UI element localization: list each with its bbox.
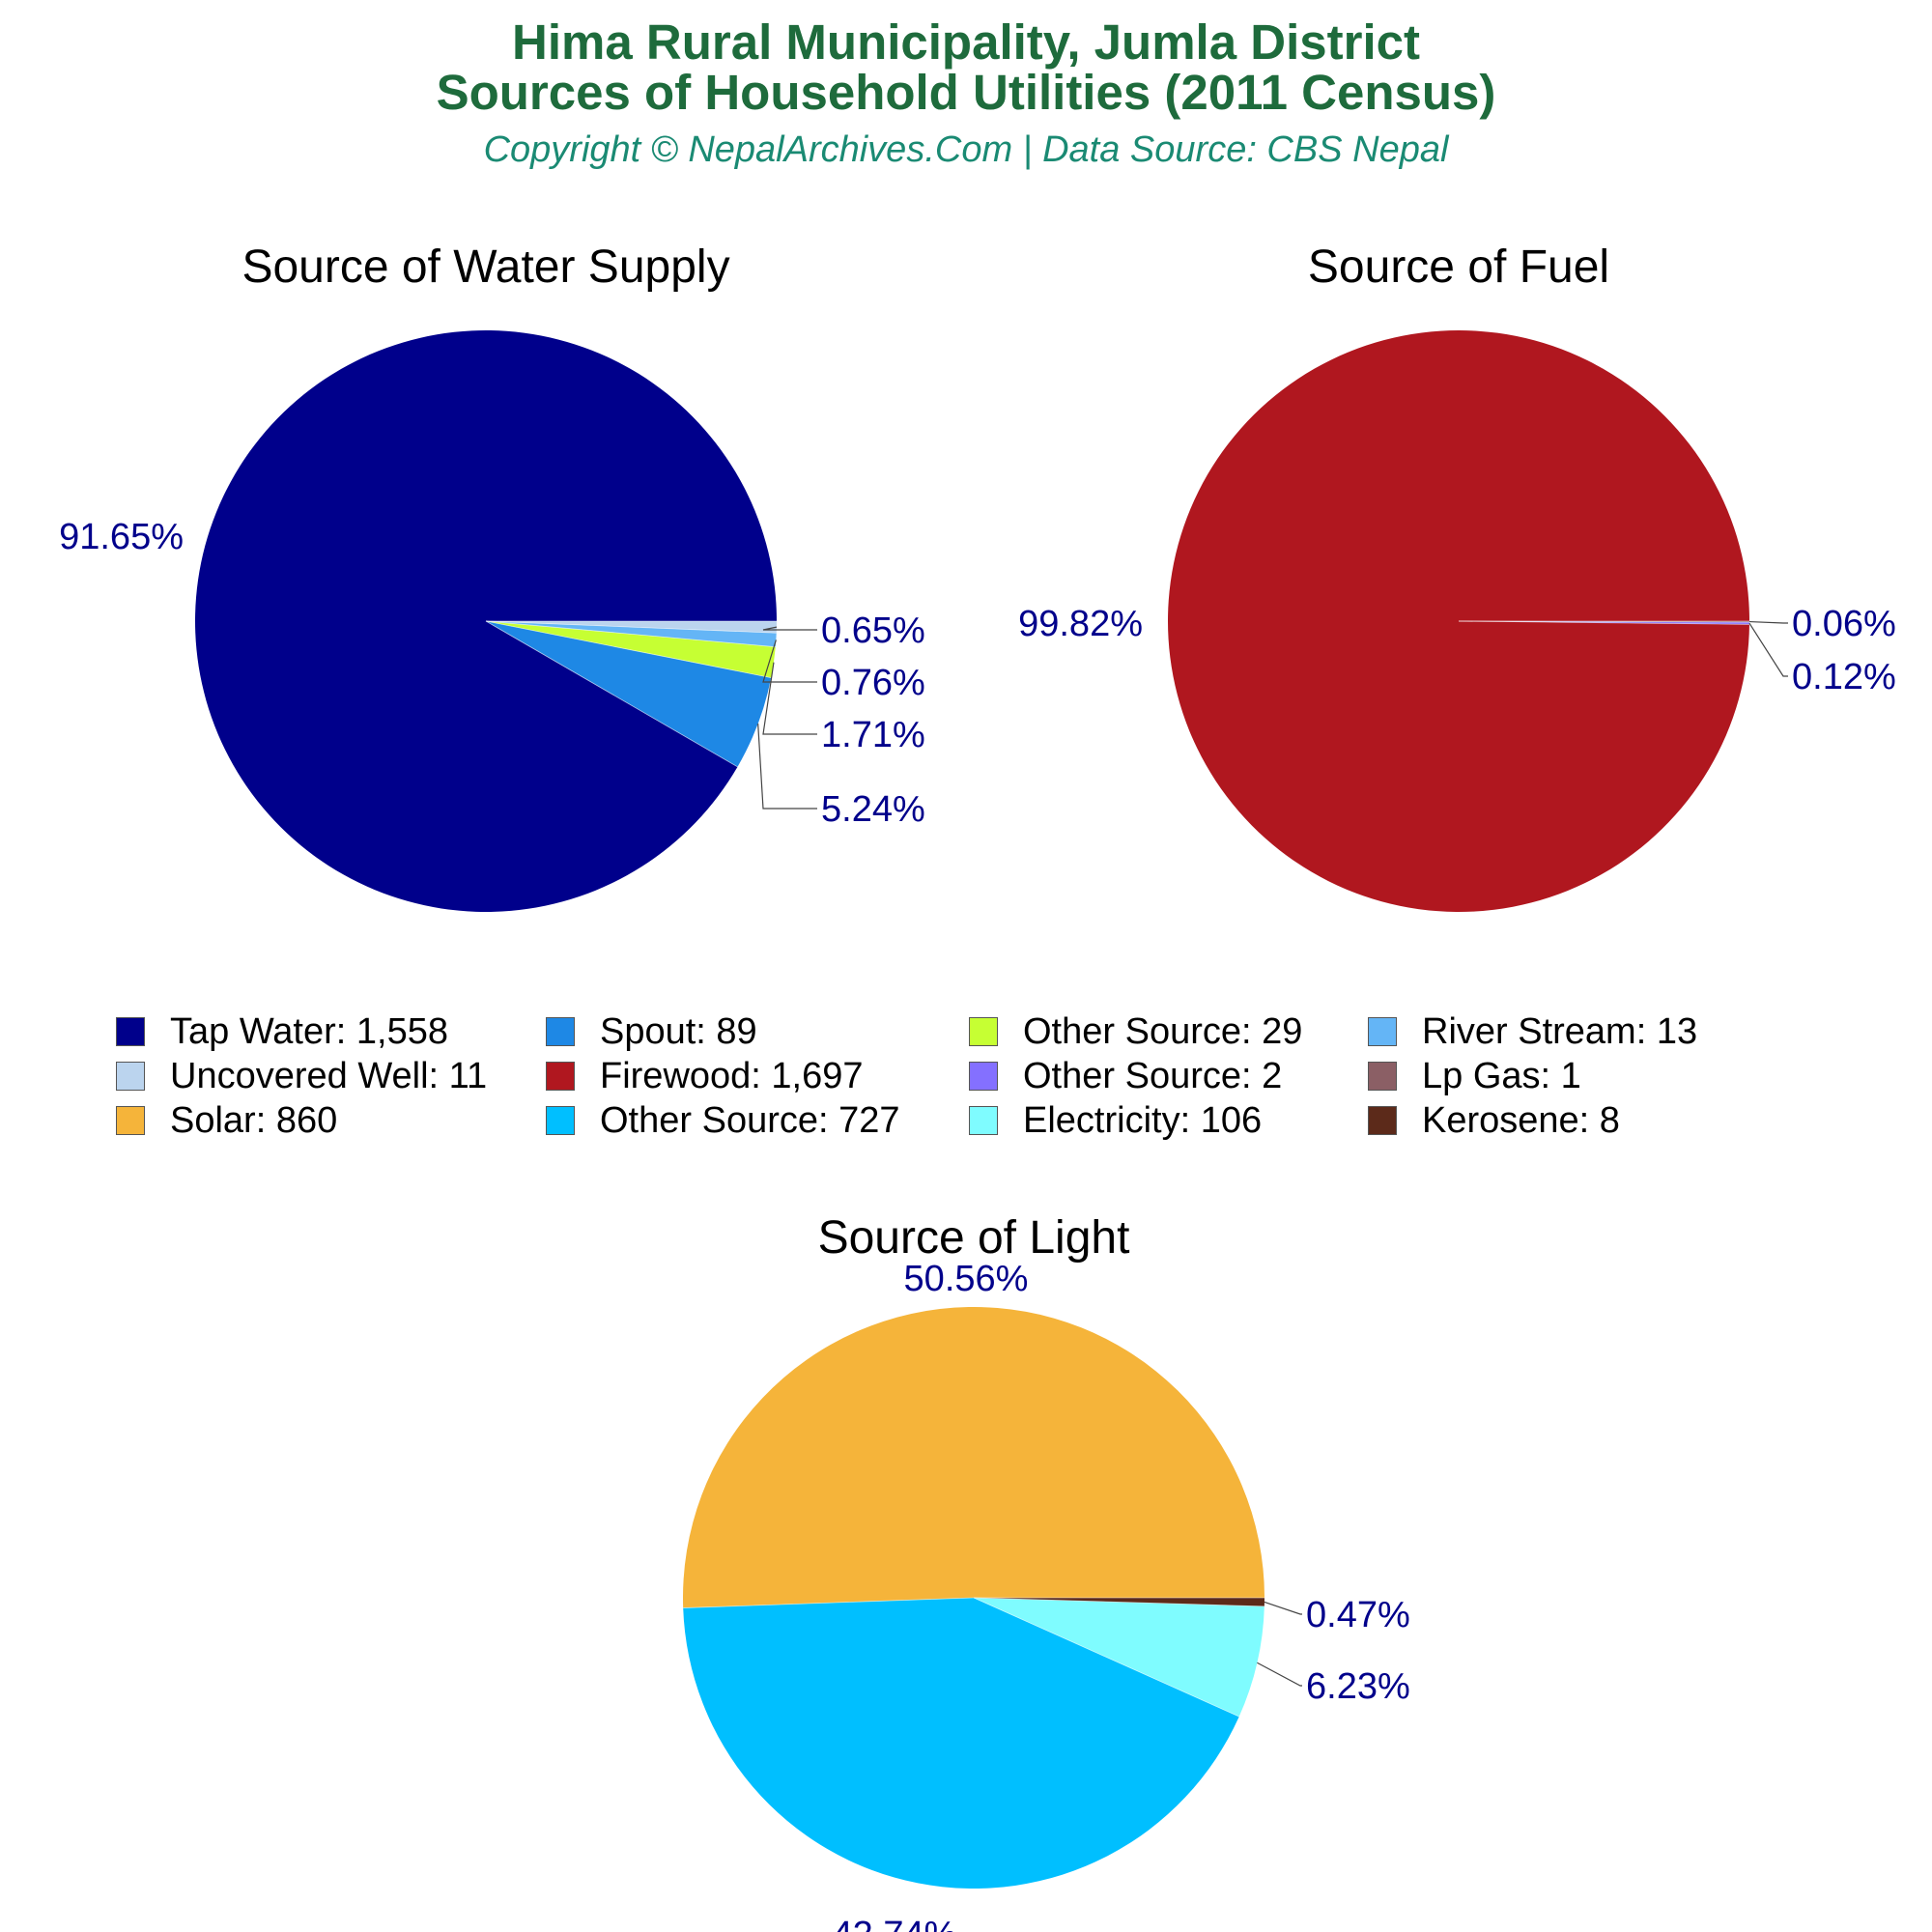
pie-slice-separator [485, 620, 738, 768]
pie-label-leader [1264, 1601, 1302, 1615]
legend-item: Other Source: 727 [546, 1098, 900, 1143]
legend-item: Kerosene: 8 [1368, 1098, 1620, 1143]
pie-slice-separator [485, 620, 772, 678]
legend-label: Electricity: 106 [1023, 1099, 1263, 1141]
legend-swatch [1368, 1017, 1397, 1046]
pie-percent-label: 42.74% [833, 1915, 957, 1932]
pie-percent-label: 0.06% [1792, 604, 1896, 644]
legend-label: Tap Water: 1,558 [170, 1010, 448, 1052]
pie-title: Source of Light [818, 1212, 1130, 1264]
pie-label-leader [757, 724, 817, 810]
legend-swatch [969, 1062, 998, 1091]
pie-percent-label: 0.76% [821, 663, 925, 703]
legend-swatch [546, 1106, 575, 1135]
pie-label-leader [1748, 620, 1788, 624]
legend-label: Spout: 89 [600, 1010, 757, 1052]
legend-item: Electricity: 106 [969, 1098, 1262, 1143]
pie-title: Source of Water Supply [242, 242, 729, 293]
pie-percent-label: 99.82% [1018, 604, 1143, 644]
pie-slice-electricity [974, 1598, 1264, 1718]
legend-swatch [969, 1106, 998, 1135]
pie-percent-label: 6.23% [1306, 1666, 1410, 1707]
legend-swatch [116, 1017, 145, 1046]
pie-percent-label: 50.56% [904, 1259, 1029, 1299]
pie-chart-source-of-water-supply: Source of Water Supply 91.65% 5.24% 1.71% 0.… [59, 242, 925, 912]
legend-label: Other Source: 2 [1023, 1055, 1283, 1096]
pie-slice-separator [683, 1597, 975, 1608]
legend-item: Other Source: 29 [969, 1009, 1302, 1054]
legend-label: Other Source: 727 [600, 1099, 900, 1141]
pie-slice-separator [485, 620, 777, 634]
pie-percent-label: 91.65% [59, 517, 184, 557]
legend-label: Uncovered Well: 11 [170, 1055, 488, 1096]
pie-label-leader [762, 626, 817, 631]
legend-label: Kerosene: 8 [1422, 1099, 1620, 1141]
pie-slice-separator [973, 1597, 1239, 1718]
legend-item: Solar: 860 [116, 1098, 337, 1143]
pie-label-leader [762, 662, 817, 735]
pie-percent-label: 0.65% [821, 611, 925, 651]
chart-title-line2: Sources of Household Utilities (2011 Cen… [436, 65, 1496, 120]
pie-slice-spout [486, 621, 772, 767]
legend-swatch [1368, 1106, 1397, 1135]
pie-slice-separator [1458, 620, 1749, 623]
pie-slice-separator [973, 1597, 1264, 1607]
legend-item: Uncovered Well: 11 [116, 1054, 487, 1098]
pie-percent-label: 5.24% [821, 789, 925, 830]
legend-swatch [1368, 1062, 1397, 1091]
pie-slice-solar [683, 1306, 1264, 1608]
legend-label: Other Source: 29 [1023, 1010, 1303, 1052]
pie-chart-source-of-fuel: Source of Fuel 99.82% 0.12% 0.06% [1018, 242, 1896, 912]
legend-label: Lp Gas: 1 [1422, 1055, 1581, 1096]
legend-item: River Stream: 13 [1368, 1009, 1697, 1054]
pie-percent-label: 0.47% [1306, 1595, 1410, 1635]
pie-slice-other-source [683, 1598, 1239, 1889]
pie-percent-label: 1.71% [821, 715, 925, 755]
legend-swatch [546, 1017, 575, 1046]
legend-item: Spout: 89 [546, 1009, 757, 1054]
legend-swatch [546, 1062, 575, 1091]
pie-slice-separator [485, 620, 776, 648]
legend-swatch [116, 1106, 145, 1135]
pie-label-leader [1748, 622, 1788, 677]
legend-label: River Stream: 13 [1422, 1010, 1698, 1052]
legend-item: Other Source: 2 [969, 1054, 1282, 1098]
pie-title: Source of Fuel [1308, 242, 1609, 293]
pie-label-leader [762, 639, 817, 683]
legend-item: Lp Gas: 1 [1368, 1054, 1581, 1098]
chart-title-line1: Hima Rural Municipality, Jumla District [512, 14, 1420, 70]
legend-item: Tap Water: 1,558 [116, 1009, 448, 1054]
legend-swatch [116, 1062, 145, 1091]
legend-item: Firewood: 1,697 [546, 1054, 864, 1098]
legend-label: Solar: 860 [170, 1099, 338, 1141]
pie-percent-label: 0.12% [1792, 657, 1896, 697]
legend-swatch [969, 1017, 998, 1046]
chart-subtitle: Copyright © NepalArchives.Com | Data Sou… [483, 129, 1449, 170]
legend-label: Firewood: 1,697 [600, 1055, 864, 1096]
pie-label-leader [1257, 1662, 1302, 1687]
